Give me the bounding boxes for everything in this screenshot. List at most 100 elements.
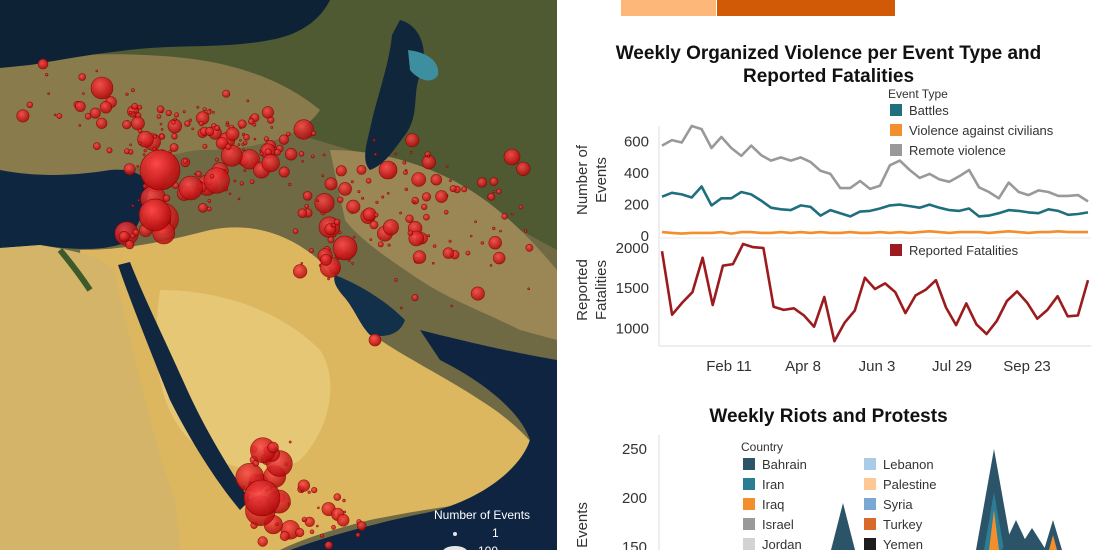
legend-label-remote: Remote violence	[909, 143, 1006, 158]
event-marker	[381, 195, 385, 199]
event-marker	[220, 144, 243, 167]
series-line-reported-fatalities[interactable]	[660, 242, 1090, 343]
event-marker	[84, 113, 92, 120]
event-marker	[302, 191, 313, 201]
event-marker-large	[37, 58, 49, 70]
country-swatch-turkey	[864, 518, 876, 530]
country-legend-syria[interactable]: Syria	[864, 497, 913, 512]
event-marker	[402, 160, 407, 165]
event-marker	[259, 149, 263, 153]
event-marker	[369, 220, 379, 230]
x-tick-label-2: Jun 3	[859, 358, 896, 375]
event-marker	[225, 121, 229, 125]
event-marker	[243, 169, 247, 173]
event-map[interactable]: Number of Events 1 100	[0, 0, 557, 550]
event-marker	[131, 204, 135, 208]
event-marker	[118, 231, 130, 243]
caspian-shallow	[408, 50, 439, 81]
event-marker	[237, 119, 247, 129]
event-marker	[295, 527, 305, 538]
event-marker	[288, 182, 292, 187]
event-marker	[56, 113, 63, 119]
event-marker	[431, 261, 435, 265]
event-marker	[228, 192, 232, 196]
events-axis-label-line2: Events	[593, 157, 610, 203]
event-marker-large	[243, 479, 281, 517]
event-marker-large	[138, 198, 172, 232]
event-marker	[311, 130, 317, 136]
event-marker	[174, 112, 180, 118]
event-marker	[122, 119, 132, 130]
event-type-legend-battles[interactable]: Battles	[890, 103, 949, 118]
country-legend-turkey[interactable]: Turkey	[864, 517, 923, 532]
event-marker	[409, 151, 413, 154]
event-marker	[442, 247, 455, 259]
event-marker	[465, 250, 471, 256]
country-legend-israel[interactable]: Israel	[743, 517, 794, 532]
country-legend-palestine[interactable]: Palestine	[864, 477, 936, 492]
event-marker	[411, 294, 419, 302]
event-marker	[333, 493, 342, 501]
country-legend-jordan[interactable]: Jordan	[743, 537, 802, 550]
event-marker	[129, 143, 132, 147]
event-marker	[327, 236, 335, 244]
event-marker	[333, 234, 337, 237]
series-line-battles[interactable]	[661, 185, 1089, 218]
country-legend-lebanon[interactable]: Lebanon	[864, 457, 934, 472]
event-marker	[222, 89, 231, 98]
event-marker	[333, 218, 341, 226]
y-tick-label-0-0: 0	[641, 228, 649, 245]
event-marker	[361, 196, 365, 200]
event-marker	[160, 110, 164, 114]
series-line-remote-violence[interactable]	[661, 124, 1089, 203]
filter-button-left[interactable]	[621, 0, 716, 16]
event-marker-large	[90, 76, 114, 100]
event-marker	[203, 167, 230, 194]
map-canvas	[0, 0, 557, 550]
black-sea	[0, 0, 330, 68]
event-marker	[124, 238, 127, 242]
series-line-violence-against-civilians[interactable]	[661, 230, 1088, 235]
event-marker	[412, 200, 416, 204]
event-marker	[324, 541, 333, 550]
event-marker	[74, 101, 86, 112]
event-marker	[382, 219, 399, 236]
country-legend-bahrain[interactable]: Bahrain	[743, 457, 807, 472]
event-marker	[125, 92, 129, 96]
x-tick-label-4: Sep 23	[1003, 358, 1051, 375]
event-marker	[132, 229, 140, 236]
event-type-legend-title: Event Type	[888, 87, 948, 101]
legend-swatch-fatalities	[890, 244, 902, 256]
event-marker	[287, 502, 291, 506]
event-marker	[123, 163, 136, 176]
event-marker	[261, 154, 280, 173]
event-marker	[278, 134, 290, 145]
event-marker	[488, 236, 502, 250]
fatalities-legend[interactable]: Reported Fatalities	[890, 243, 1019, 258]
country-legend-iraq[interactable]: Iraq	[743, 497, 784, 512]
event-marker	[308, 248, 314, 254]
event-type-legend-remote[interactable]: Remote violence	[890, 143, 1006, 158]
event-marker	[469, 234, 473, 238]
event-marker	[492, 190, 496, 194]
event-marker	[134, 111, 138, 115]
event-marker	[169, 143, 179, 152]
event-marker	[405, 214, 414, 224]
event-marker	[297, 479, 311, 492]
country-legend-iran[interactable]: Iran	[743, 477, 784, 492]
event-marker	[427, 234, 431, 238]
country-legend-yemen[interactable]: Yemen	[864, 537, 923, 550]
event-type-legend-civilians[interactable]: Violence against civilians	[890, 123, 1054, 138]
event-marker	[355, 532, 361, 538]
event-marker	[352, 235, 356, 239]
event-marker	[404, 187, 408, 192]
event-marker	[202, 143, 208, 149]
event-marker	[309, 529, 315, 535]
event-marker	[130, 116, 145, 131]
event-marker	[492, 226, 496, 230]
event-marker	[335, 165, 347, 177]
event-marker	[421, 203, 428, 211]
arabian-sea	[290, 330, 557, 550]
event-marker	[310, 154, 315, 159]
filter-button-right[interactable]	[717, 0, 895, 16]
